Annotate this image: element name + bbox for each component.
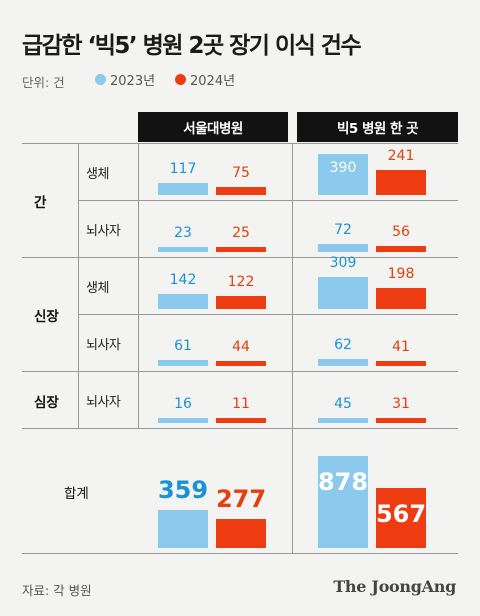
organ-label: 간 bbox=[34, 195, 47, 211]
grid-divider bbox=[78, 143, 79, 428]
bar-2023 bbox=[318, 455, 368, 548]
legend-2024: 2024년 bbox=[175, 70, 235, 89]
bar-2023 bbox=[158, 359, 208, 366]
legend-2023: 2023년 bbox=[95, 70, 155, 89]
grid-divider bbox=[292, 143, 293, 553]
bar-2024 bbox=[216, 361, 266, 366]
grid-line bbox=[78, 314, 458, 315]
data-label: 16 bbox=[174, 396, 192, 412]
data-label: 75 bbox=[232, 165, 250, 182]
data-label: 44 bbox=[232, 339, 250, 355]
data-label: 117 bbox=[169, 160, 197, 177]
legend-label-2024: 2024년 bbox=[190, 74, 236, 89]
bar-2024 bbox=[216, 296, 266, 309]
bar-2023 bbox=[158, 182, 208, 195]
grid-line bbox=[78, 200, 458, 201]
bar-2024 bbox=[376, 488, 426, 548]
bar-2023 bbox=[318, 418, 368, 423]
grid-line bbox=[22, 257, 458, 258]
organ-label: 신장 bbox=[34, 309, 59, 325]
data-label: 878 bbox=[317, 467, 369, 496]
bar-2023 bbox=[318, 359, 368, 366]
bar-2023 bbox=[318, 154, 368, 195]
data-label: 359 bbox=[157, 476, 209, 505]
bar-2024 bbox=[216, 247, 266, 252]
data-label: 45 bbox=[334, 396, 352, 412]
column-header-snuh: 서울대병원 bbox=[138, 112, 288, 142]
data-label: 61 bbox=[174, 337, 192, 354]
column-header-big5: 빅5 병원 한 곳 bbox=[297, 112, 458, 142]
type-label: 뇌사자 bbox=[86, 394, 121, 410]
legend-dot-2024-icon bbox=[175, 74, 186, 85]
data-label: 41 bbox=[392, 339, 410, 355]
bar-2023 bbox=[158, 294, 208, 309]
bar-2023 bbox=[318, 244, 368, 252]
data-label: 390 bbox=[329, 160, 357, 177]
data-label: 23 bbox=[174, 225, 192, 241]
data-label: 241 bbox=[387, 147, 415, 164]
grid-line bbox=[22, 143, 458, 144]
data-label: 72 bbox=[334, 222, 352, 239]
data-label: 277 bbox=[215, 484, 267, 513]
organ-label: 심장 bbox=[34, 394, 59, 411]
grid-line bbox=[22, 553, 458, 554]
data-label: 122 bbox=[227, 274, 255, 291]
bar-2023 bbox=[318, 276, 368, 309]
bar-2023 bbox=[158, 247, 208, 252]
data-label: 62 bbox=[334, 337, 352, 354]
type-label: 생체 bbox=[86, 280, 109, 296]
data-label: 25 bbox=[232, 225, 250, 241]
type-label: 뇌사자 bbox=[86, 337, 121, 353]
data-label: 31 bbox=[392, 396, 410, 412]
grid-line bbox=[22, 428, 458, 429]
type-label: 생체 bbox=[86, 166, 109, 182]
grid-divider bbox=[138, 143, 139, 428]
bar-2024 bbox=[376, 288, 426, 309]
bar-2024 bbox=[216, 518, 266, 548]
bar-2024 bbox=[216, 418, 266, 423]
legend-dot-2023-icon bbox=[95, 74, 106, 85]
data-label: 56 bbox=[392, 224, 410, 241]
bar-2024 bbox=[376, 246, 426, 252]
legend-label-2023: 2023년 bbox=[110, 74, 156, 89]
brand-logo: The JoongAng bbox=[333, 577, 456, 596]
bar-2024 bbox=[376, 169, 426, 195]
data-label: 309 bbox=[329, 254, 357, 271]
data-label: 11 bbox=[232, 396, 250, 412]
bar-2023 bbox=[158, 510, 208, 548]
grid-line bbox=[22, 371, 458, 372]
type-label: 뇌사자 bbox=[86, 223, 121, 239]
data-label: 142 bbox=[169, 272, 197, 289]
bar-2024 bbox=[376, 418, 426, 423]
page-title: 급감한 ‘빅5’ 병원 2곳 장기 이식 건수 bbox=[22, 33, 362, 59]
total-label: 합계 bbox=[64, 485, 89, 502]
source-note: 자료: 각 병원 bbox=[22, 583, 92, 598]
data-label: 567 bbox=[375, 500, 427, 529]
bar-2023 bbox=[158, 418, 208, 423]
data-label: 198 bbox=[387, 266, 415, 283]
bar-2024 bbox=[376, 361, 426, 366]
unit-label: 단위: 건 bbox=[22, 75, 65, 90]
bar-2024 bbox=[216, 187, 266, 195]
